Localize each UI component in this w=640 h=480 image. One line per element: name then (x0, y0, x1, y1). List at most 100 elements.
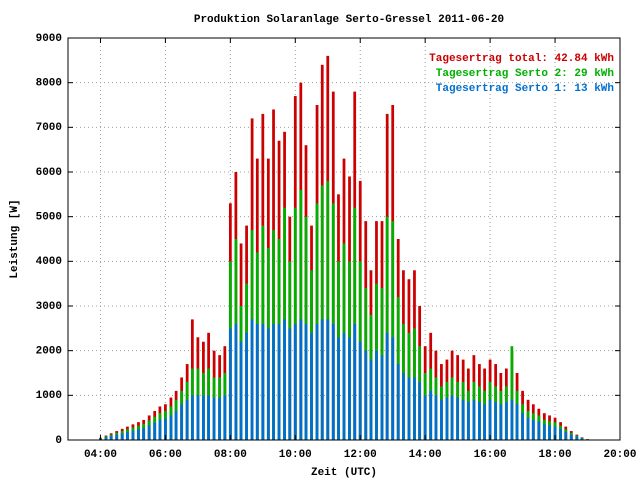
bar (531, 419, 535, 440)
x-tick-label: 14:00 (409, 449, 442, 461)
bar (358, 341, 362, 440)
bar (109, 435, 113, 440)
y-tick-label: 2000 (36, 346, 62, 358)
y-tick-label: 5000 (36, 212, 62, 224)
bar (369, 359, 373, 440)
bar (207, 395, 210, 440)
bar (553, 426, 557, 440)
bar (131, 430, 135, 440)
bar (429, 390, 433, 440)
x-tick-label: 20:00 (603, 449, 636, 461)
bar (364, 350, 368, 440)
y-tick-label: 9000 (36, 33, 62, 45)
x-tick-label: 06:00 (149, 449, 182, 461)
bar (120, 433, 124, 440)
bar (418, 381, 422, 440)
legend: Tagesertrag total: 42.84 kWh Tagesertrag … (429, 53, 614, 95)
bar (288, 328, 292, 440)
ticks: 0 1000 2000 3000 4000 5000 6000 7000 8000 9000 04:… (36, 33, 637, 461)
bar (272, 323, 275, 440)
bar (548, 425, 551, 440)
bar (396, 364, 400, 440)
bar (526, 417, 530, 440)
bar (353, 323, 357, 440)
bar (375, 350, 378, 440)
bar (299, 319, 303, 440)
y-tick-label: 8000 (36, 78, 62, 90)
bar (575, 436, 579, 440)
y-tick-label: 7000 (36, 122, 62, 134)
bar (434, 395, 438, 440)
bar (299, 189, 303, 440)
bar (153, 422, 157, 440)
bar (542, 424, 546, 440)
bar (510, 399, 514, 440)
bar (115, 434, 119, 440)
bar (147, 425, 151, 440)
bar (315, 203, 319, 440)
y-tick-label: 4000 (36, 256, 62, 268)
y-axis-label: Leistung [W] (9, 199, 21, 278)
bar (331, 323, 335, 440)
bar (185, 399, 189, 440)
bar (478, 402, 481, 440)
bar (402, 373, 405, 440)
bar (310, 332, 313, 440)
bar (169, 415, 173, 440)
bar (569, 434, 573, 440)
bar (320, 185, 324, 440)
bar (537, 421, 541, 440)
bar (564, 431, 568, 440)
x-tick-label: 16:00 (474, 449, 507, 461)
y-tick-label: 3000 (36, 301, 62, 313)
y-tick-label: 6000 (36, 167, 62, 179)
bar (450, 395, 454, 440)
bar (466, 402, 470, 440)
x-tick-label: 12:00 (344, 449, 377, 461)
bar (413, 377, 416, 440)
bar (228, 328, 232, 440)
bar (196, 395, 200, 440)
y-tick-label: 1000 (36, 390, 62, 402)
bar (456, 397, 460, 440)
bar (380, 355, 384, 440)
y-tick-label: 0 (55, 435, 62, 447)
bar (385, 332, 389, 440)
bar (126, 431, 129, 440)
bar (483, 404, 486, 440)
plot-frame (67, 37, 621, 441)
bar (342, 332, 346, 440)
bar (223, 395, 227, 440)
bar (158, 419, 162, 440)
bar (499, 404, 503, 440)
bar (104, 437, 108, 440)
bar (391, 337, 395, 440)
bar (407, 377, 411, 440)
bar (174, 410, 178, 440)
legend-entry: Tagesertrag Serto 2: 29 kWh (436, 68, 614, 80)
bar (331, 203, 335, 440)
bar (255, 323, 259, 440)
bar (423, 395, 427, 440)
x-tick-label: 08:00 (214, 449, 247, 461)
bar (234, 323, 238, 440)
bar (391, 221, 395, 440)
bar (580, 438, 584, 440)
x-tick-label: 10:00 (279, 449, 312, 461)
bar (142, 427, 146, 440)
bar (202, 395, 205, 440)
x-tick-label: 04:00 (84, 449, 117, 461)
bars (99, 55, 589, 441)
x-axis-label: Zeit (UTC) (311, 467, 377, 479)
bar (326, 180, 330, 440)
bar (164, 418, 167, 440)
bar (320, 319, 324, 440)
bar (266, 328, 270, 440)
bar (445, 397, 449, 440)
bar (218, 397, 222, 440)
bar (245, 332, 248, 440)
x-tick-label: 18:00 (539, 449, 572, 461)
legend-entry: Tagesertrag total: 42.84 kWh (429, 53, 614, 65)
